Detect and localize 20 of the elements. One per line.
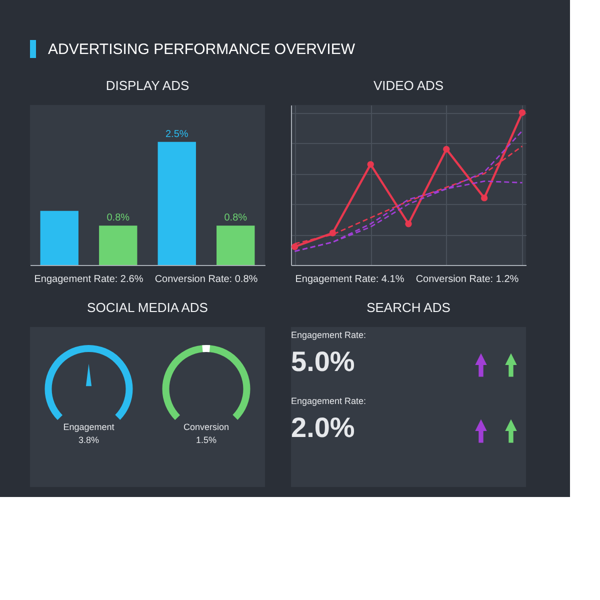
data-label: 0.8% [106,212,130,224]
data-label: 2.5% [165,128,188,140]
text: Engagement Rate: 4.1% [295,274,404,285]
text: 2.0% [291,412,355,443]
chart-title: VIDEO ADS [373,78,444,93]
chart-title: DISPLAY ADS [106,78,190,93]
text: ADVERTISING PERFORMANCE OVERVIEW [48,41,356,58]
text: Conversion Rate: 0.8% [154,274,258,285]
text: Conversion Rate: 1.2% [416,274,519,285]
text: 5.0% [291,346,355,377]
text: Engagement Rate: [291,330,366,340]
text: Engagement Rate: [291,396,366,406]
text: Engagement Rate: 2.6% [34,274,144,285]
text: SEARCH ADS [366,300,451,315]
text: 1.5% [196,435,217,445]
text: 3.8% [78,435,100,445]
data-label: 0.8% [224,212,248,224]
text: SOCIAL MEDIA ADS [87,300,208,315]
text: Conversion [183,422,230,432]
text: Engagement [63,422,115,432]
